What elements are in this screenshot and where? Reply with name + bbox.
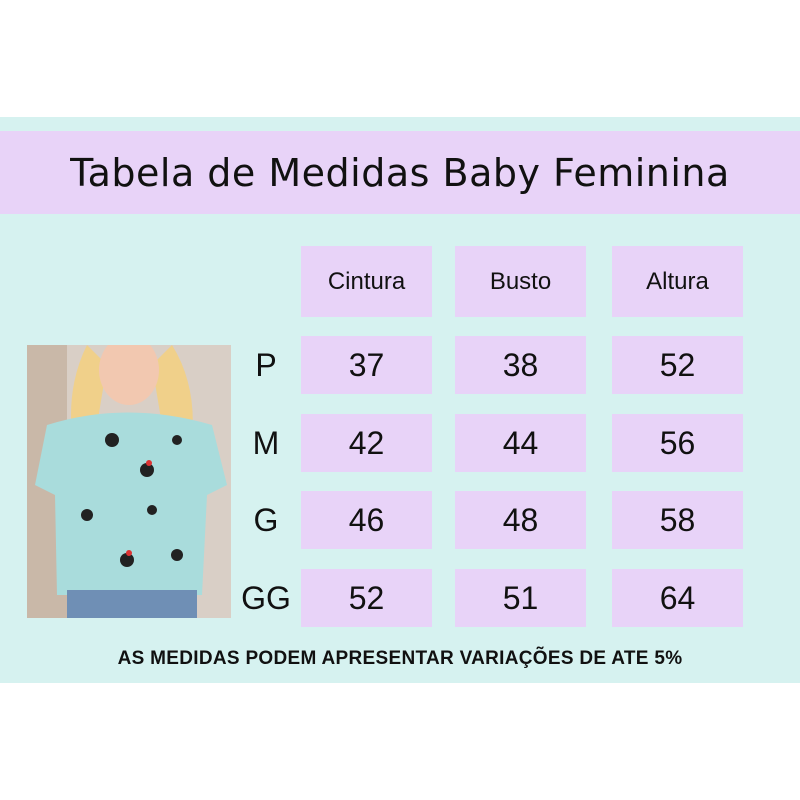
- size-label: G: [253, 502, 279, 538]
- table-cell: 51: [455, 569, 586, 627]
- column-header-cintura: Cintura: [301, 246, 432, 317]
- size-label: M: [252, 425, 280, 461]
- title-bar: Tabela de Medidas Baby Feminina: [0, 131, 800, 214]
- disclaimer-text: AS MEDIDAS PODEM APRESENTAR VARIAÇÕES DE…: [117, 648, 683, 669]
- page-title: Tabela de Medidas Baby Feminina: [70, 150, 730, 195]
- table-cell: 46: [301, 491, 432, 549]
- table-cell: 37: [301, 336, 432, 394]
- table-cell: 48: [455, 491, 586, 549]
- table-cell: 42: [301, 414, 432, 472]
- size-label: P: [255, 347, 277, 383]
- table-cell: 52: [301, 569, 432, 627]
- column-header-altura: Altura: [612, 246, 743, 317]
- product-photo: [27, 345, 231, 618]
- table-cell: 64: [612, 569, 743, 627]
- table-cell: 52: [612, 336, 743, 394]
- size-label: GG: [241, 580, 291, 616]
- table-cell: 38: [455, 336, 586, 394]
- table-cell: 56: [612, 414, 743, 472]
- table-cell: 58: [612, 491, 743, 549]
- column-header-busto: Busto: [455, 246, 586, 317]
- table-cell: 44: [455, 414, 586, 472]
